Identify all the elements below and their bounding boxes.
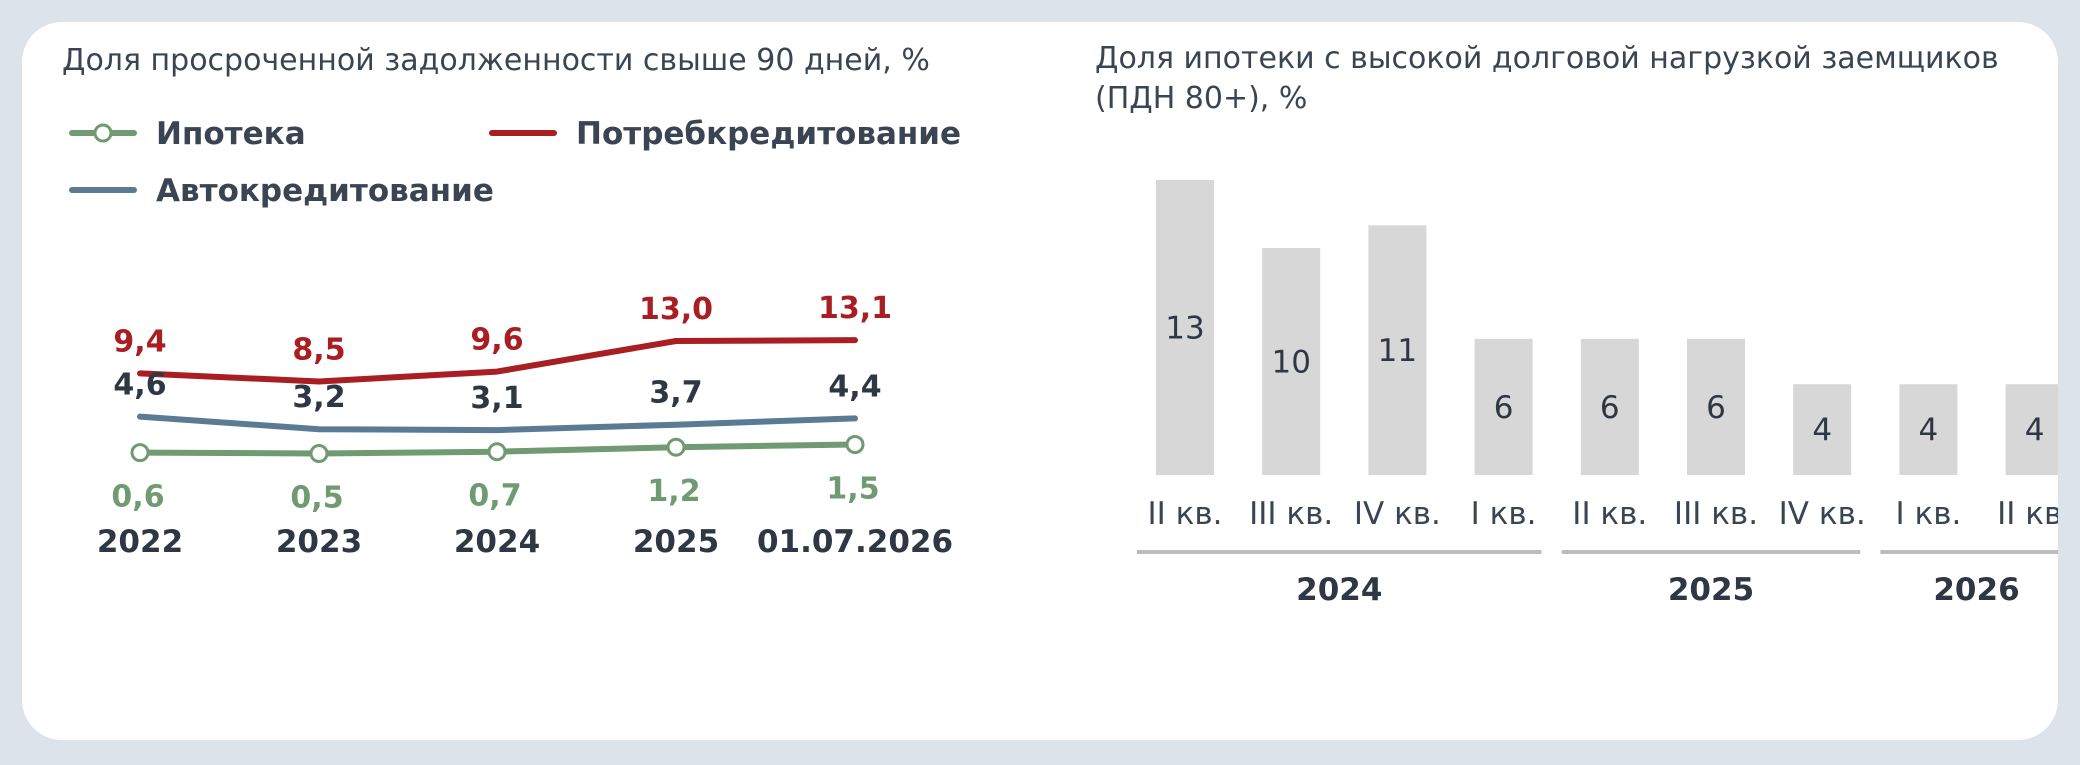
chart-card: Доля просроченной задолженности свыше 90…: [22, 22, 2058, 740]
legend-marker-0: [93, 123, 113, 143]
data-label-0-3: 1,2: [647, 474, 700, 509]
bar-4: [1580, 338, 1639, 475]
bar-value-label-2: 11: [1378, 333, 1417, 369]
data-label-0-1: 0,5: [290, 481, 343, 516]
bar-5: [1687, 338, 1745, 475]
series-0-points: 0,6 0,5 0,7 1,2 1,5: [111, 435, 880, 516]
data-label-1-0: 9,4: [113, 324, 166, 359]
data-label-1-2: 9,6: [470, 323, 523, 358]
quarter-label-4: II кв.: [1572, 496, 1647, 532]
bar-value-label-5: 6: [1706, 390, 1726, 426]
bar-chart-title: Доля ипотеки с высокой долговой нагрузко…: [1095, 41, 2008, 116]
charts-canvas: Доля просроченной задолженности свыше 90…: [62, 41, 2058, 608]
data-label-0-2: 0,7: [468, 479, 521, 514]
data-label-2-2: 3,1: [470, 381, 523, 416]
bar-chart-title-line-1: Доля ипотеки с высокой долговой нагрузко…: [1095, 41, 1999, 76]
bar-value-label-8: 4: [2025, 413, 2045, 449]
x-tick-label-0: 2022: [97, 524, 183, 560]
bar-1: [1262, 248, 1321, 475]
bar-value-label-7: 4: [1919, 413, 1939, 449]
data-point-0-2: [487, 442, 507, 462]
year-group-label-1: 2025: [1668, 572, 1754, 608]
data-label-2-3: 3,7: [649, 376, 702, 411]
data-point-0-0: [130, 443, 150, 463]
bar-value-label-0: 13: [1165, 310, 1204, 346]
quarter-label-2: IV кв.: [1354, 496, 1441, 532]
data-label-1-4: 13,1: [818, 291, 892, 326]
line-chart-legend: Ипотека Потребкредитование Автокредитовани…: [69, 116, 961, 209]
quarter-label-7: I кв.: [1895, 496, 1961, 532]
bar-8: [2005, 384, 2058, 475]
quarter-label-6: IV кв.: [1779, 496, 1866, 532]
bar-value-label-3: 6: [1494, 390, 1514, 426]
data-label-2-0: 4,6: [113, 368, 166, 403]
series-line-2: [137, 413, 858, 434]
series-2-points: 4,6 3,2 3,1 3,7 4,4: [113, 368, 881, 417]
bar-2: [1368, 225, 1427, 475]
bar-value-label-4: 6: [1600, 390, 1620, 426]
data-label-1-3: 13,0: [639, 292, 713, 327]
line-chart-title: Доля просроченной задолженности свыше 90…: [62, 43, 930, 78]
quarter-label-3: I кв.: [1471, 496, 1537, 532]
line-chart-x-axis: 2022 2023 2024 2025 01.07.2026: [97, 524, 953, 560]
legend-label-0: Ипотека: [156, 116, 306, 152]
line-chart: Доля просроченной задолженности свыше 90…: [62, 43, 961, 560]
bar-value-label-1: 10: [1271, 345, 1310, 381]
data-point-0-1: [309, 444, 329, 463]
x-tick-label-1: 2023: [276, 524, 362, 560]
legend-label-2: Автокредитование: [156, 173, 494, 209]
legend-label-1: Потребкредитование: [576, 116, 961, 152]
bar-chart-year-groups: 2024 2025 2026: [1137, 550, 2058, 608]
series-1-points: 9,4 8,5 9,6 13,0 13,1: [113, 291, 892, 367]
bar-6: [1793, 384, 1852, 475]
bar-0: [1156, 179, 1214, 475]
bar-chart-plot: 13 II кв. 10 III кв. 11 IV кв. 6 I кв. 6 II кв. 6 I…: [1148, 179, 2058, 532]
quarter-label-8: II кв.: [1997, 496, 2058, 532]
year-group-label-0: 2024: [1296, 572, 1382, 608]
bar-7: [1899, 384, 1958, 475]
x-tick-label-4: 01.07.2026: [757, 524, 953, 560]
quarter-label-5: III кв.: [1674, 496, 1758, 532]
data-label-0-4: 1,5: [826, 472, 879, 507]
bar-3: [1474, 338, 1533, 475]
data-label-0-0: 0,6: [111, 480, 164, 515]
data-label-1-1: 8,5: [292, 333, 345, 368]
x-tick-label-3: 2025: [633, 524, 719, 560]
bar-chart-title-line-2: (ПДН 80+), %: [1095, 81, 1307, 116]
line-chart-plot: 0,6 0,5 0,7 1,2 1,5 9,4 8,5 9,6 13,0 13,1 4,6 3,2 3,…: [111, 291, 892, 515]
data-label-2-4: 4,4: [828, 369, 881, 404]
data-point-0-4: [845, 435, 865, 454]
year-group-label-2: 2026: [1933, 572, 2019, 608]
series-line-1: [137, 337, 858, 385]
quarter-label-1: III кв.: [1249, 496, 1333, 532]
data-label-2-1: 3,2: [292, 380, 345, 415]
bar-value-label-6: 4: [1812, 413, 1832, 449]
x-tick-label-2: 2024: [454, 524, 540, 560]
bar-chart: Доля ипотеки с высокой долговой нагрузко…: [1095, 41, 2058, 608]
quarter-label-0: II кв.: [1148, 496, 1223, 532]
data-point-0-3: [666, 437, 686, 457]
